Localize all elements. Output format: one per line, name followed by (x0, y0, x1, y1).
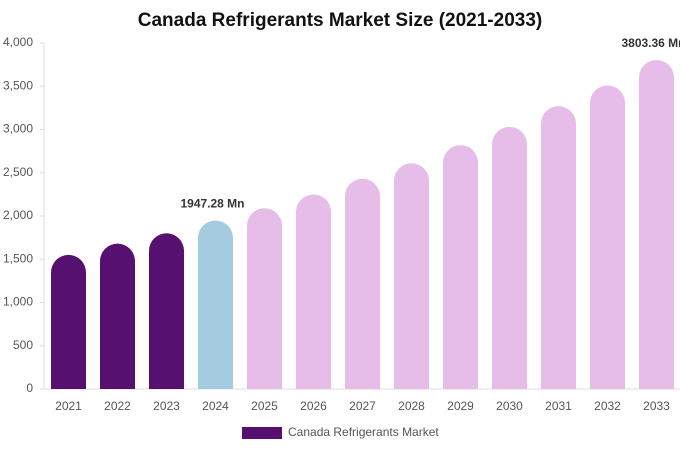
bar (590, 85, 625, 389)
y-tick-label: 3,000 (3, 122, 33, 136)
y-tick-label: 3,500 (3, 78, 33, 92)
legend-swatch (242, 427, 282, 439)
y-tick-label: 2,000 (3, 208, 33, 222)
y-tick-label: 2,500 (3, 165, 33, 179)
bar (639, 60, 674, 389)
x-tick-label: 2021 (55, 399, 82, 413)
y-tick-label: 500 (13, 338, 33, 352)
bar (247, 208, 282, 389)
bar (51, 254, 86, 389)
y-tick-label: 1,000 (3, 295, 33, 309)
x-tick-label: 2025 (251, 399, 278, 413)
value-label: 1947.28 Mn (180, 197, 244, 211)
bar (100, 243, 135, 389)
bar (296, 194, 331, 389)
x-tick-label: 2033 (643, 399, 670, 413)
x-tick-label: 2026 (300, 399, 327, 413)
bar (345, 178, 380, 389)
x-tick-label: 2024 (202, 399, 229, 413)
value-label: 3803.36 Mn (621, 36, 680, 50)
x-tick-label: 2032 (594, 399, 621, 413)
bar (541, 106, 576, 390)
y-tick-label: 0 (26, 381, 33, 395)
y-tick-label: 4,000 (3, 35, 33, 49)
x-tick-label: 2030 (496, 399, 523, 413)
x-tick-label: 2029 (447, 399, 474, 413)
bar (198, 220, 233, 389)
x-tick-label: 2028 (398, 399, 425, 413)
x-tick-label: 2031 (545, 399, 572, 413)
chart-title: Canada Refrigerants Market Size (2021-20… (138, 10, 542, 31)
x-tick-label: 2022 (104, 399, 131, 413)
bar (394, 163, 429, 389)
y-tick-label: 1,500 (3, 251, 33, 265)
bar (443, 145, 478, 389)
bar (149, 233, 184, 389)
x-tick-label: 2023 (153, 399, 180, 413)
bar (492, 126, 527, 390)
x-tick-label: 2027 (349, 399, 376, 413)
legend-label: Canada Refrigerants Market (288, 425, 439, 439)
